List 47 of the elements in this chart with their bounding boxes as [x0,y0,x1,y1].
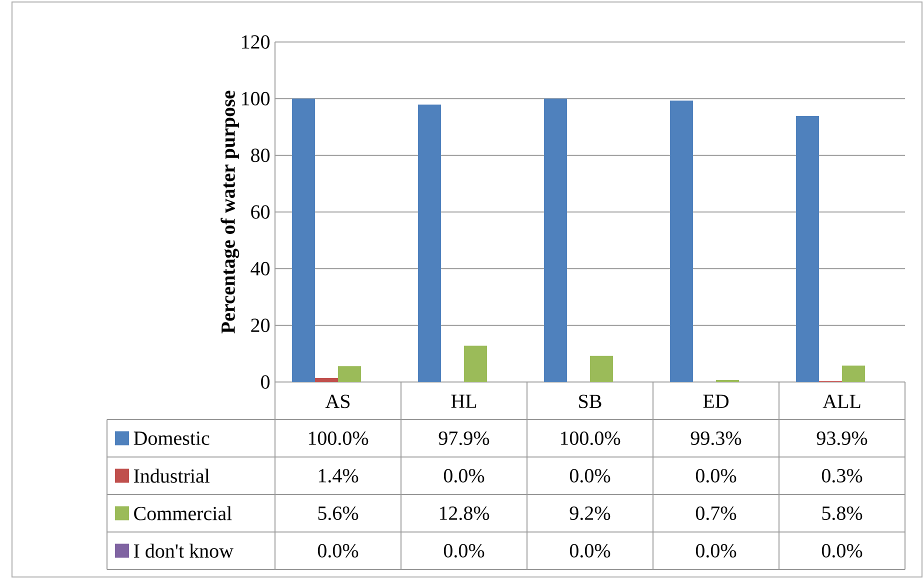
data-label: 0.7% [696,506,736,520]
data-label: 5.6% [318,506,358,520]
bar [315,378,338,382]
bar [842,366,866,382]
x-tick-label: ALL [822,394,860,408]
data-label: 97.9% [438,431,490,446]
legend-label: I don't know [134,544,234,558]
x-tick-label: SB [579,394,602,408]
y-tick-label: 20 [251,318,270,332]
data-label: 100.0% [308,431,368,446]
data-label: 99.3% [690,431,742,446]
y-tick-label: 80 [251,148,270,162]
data-label: 100.0% [560,431,620,446]
bar [338,366,362,382]
data-label: 1.4% [318,468,358,483]
data-label: 0.0% [570,468,610,483]
data-label: 0.0% [696,468,736,483]
data-label: 0.0% [444,544,484,558]
data-label: 0.0% [318,544,358,558]
data-label: 0.0% [570,544,610,558]
bar [670,100,694,382]
data-label: 0.0% [822,544,862,558]
bar [590,356,614,382]
bar [544,98,568,382]
data-label: 9.2% [570,506,610,520]
y-tick-label: 40 [250,262,270,276]
y-tick-label: 100 [242,92,270,106]
legend-label: Domestic [134,432,210,445]
y-axis-title: Percentage of water purpose [220,90,240,334]
bar [418,104,441,382]
bar [796,116,820,382]
x-tick-label: AS [325,394,350,408]
x-tick-label: HL [451,394,476,408]
x-tick-label: ED [703,394,729,408]
data-label: 0.0% [444,468,484,483]
y-tick-label: 60 [251,205,270,219]
y-tick-label: 0 [261,375,270,389]
y-tick-label: 120 [242,35,270,49]
data-label: 93.9% [816,431,868,446]
data-label: 12.8% [440,506,490,520]
bar [464,346,487,382]
legend-label: Commercial [134,506,232,520]
bar [292,98,315,382]
data-label: 0.0% [696,544,736,558]
data-label: 5.8% [822,506,862,520]
data-label: 0.3% [822,468,862,483]
legend-label: Industrial [134,468,210,483]
